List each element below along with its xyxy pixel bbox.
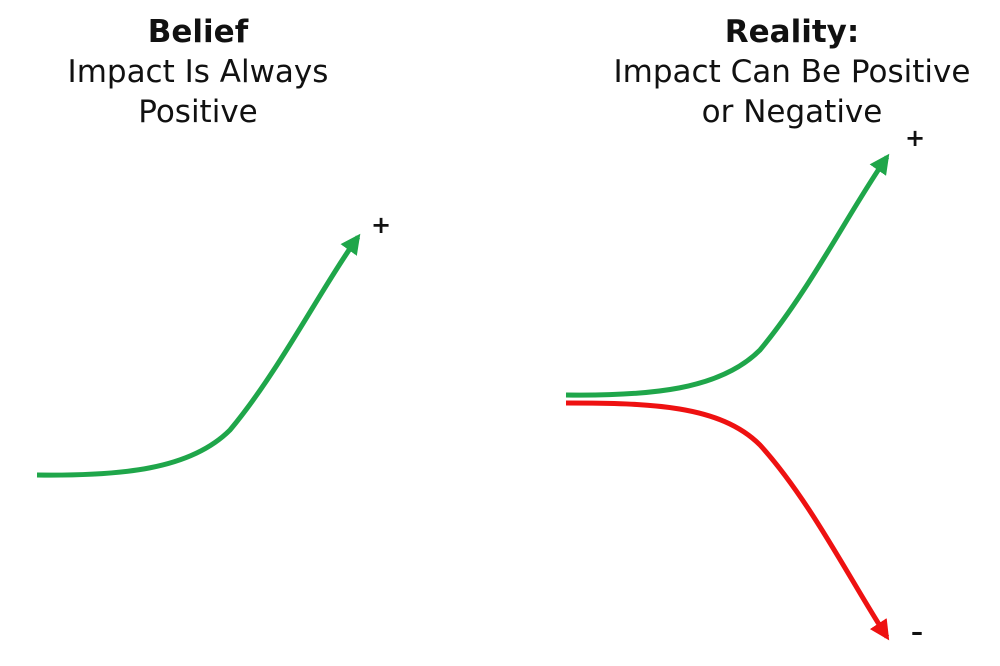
- positive-curve: [565, 153, 890, 398]
- left-subtitle: Impact Is Always: [68, 54, 329, 90]
- right-title: Reality:: [725, 14, 860, 50]
- plus-sign: +: [905, 124, 925, 152]
- right-subtitle: Impact Can Be Positive: [614, 54, 971, 90]
- left-subtitle: Positive: [138, 94, 258, 130]
- negative-curve: [565, 400, 890, 641]
- left-title: Belief: [148, 14, 249, 50]
- positive-curve: [36, 233, 361, 478]
- right-subtitle: or Negative: [702, 94, 883, 130]
- minus-sign: –: [911, 618, 923, 646]
- plus-sign: +: [371, 211, 391, 239]
